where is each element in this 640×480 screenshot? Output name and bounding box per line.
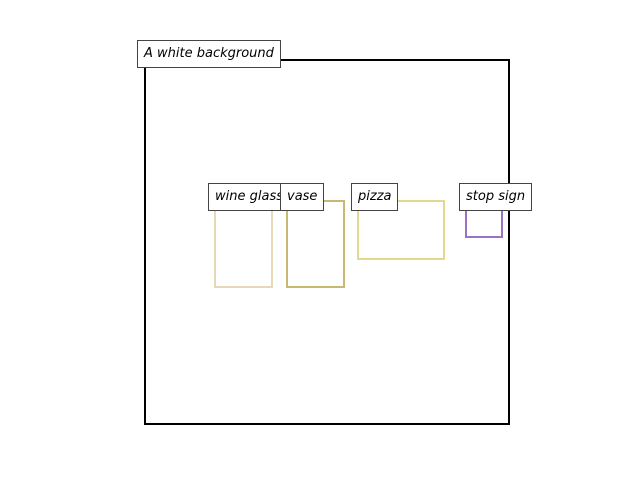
vase-label: vase — [280, 183, 325, 211]
wine-glass-label: wine glass — [208, 183, 290, 211]
pizza-box — [357, 200, 445, 260]
stop-sign-label: stop sign — [459, 183, 533, 211]
pizza-label: pizza — [351, 183, 399, 211]
vase-box — [286, 200, 345, 288]
scene-caption: A white background — [137, 40, 281, 68]
scene-frame — [144, 59, 510, 425]
wine-glass-box — [214, 200, 273, 288]
